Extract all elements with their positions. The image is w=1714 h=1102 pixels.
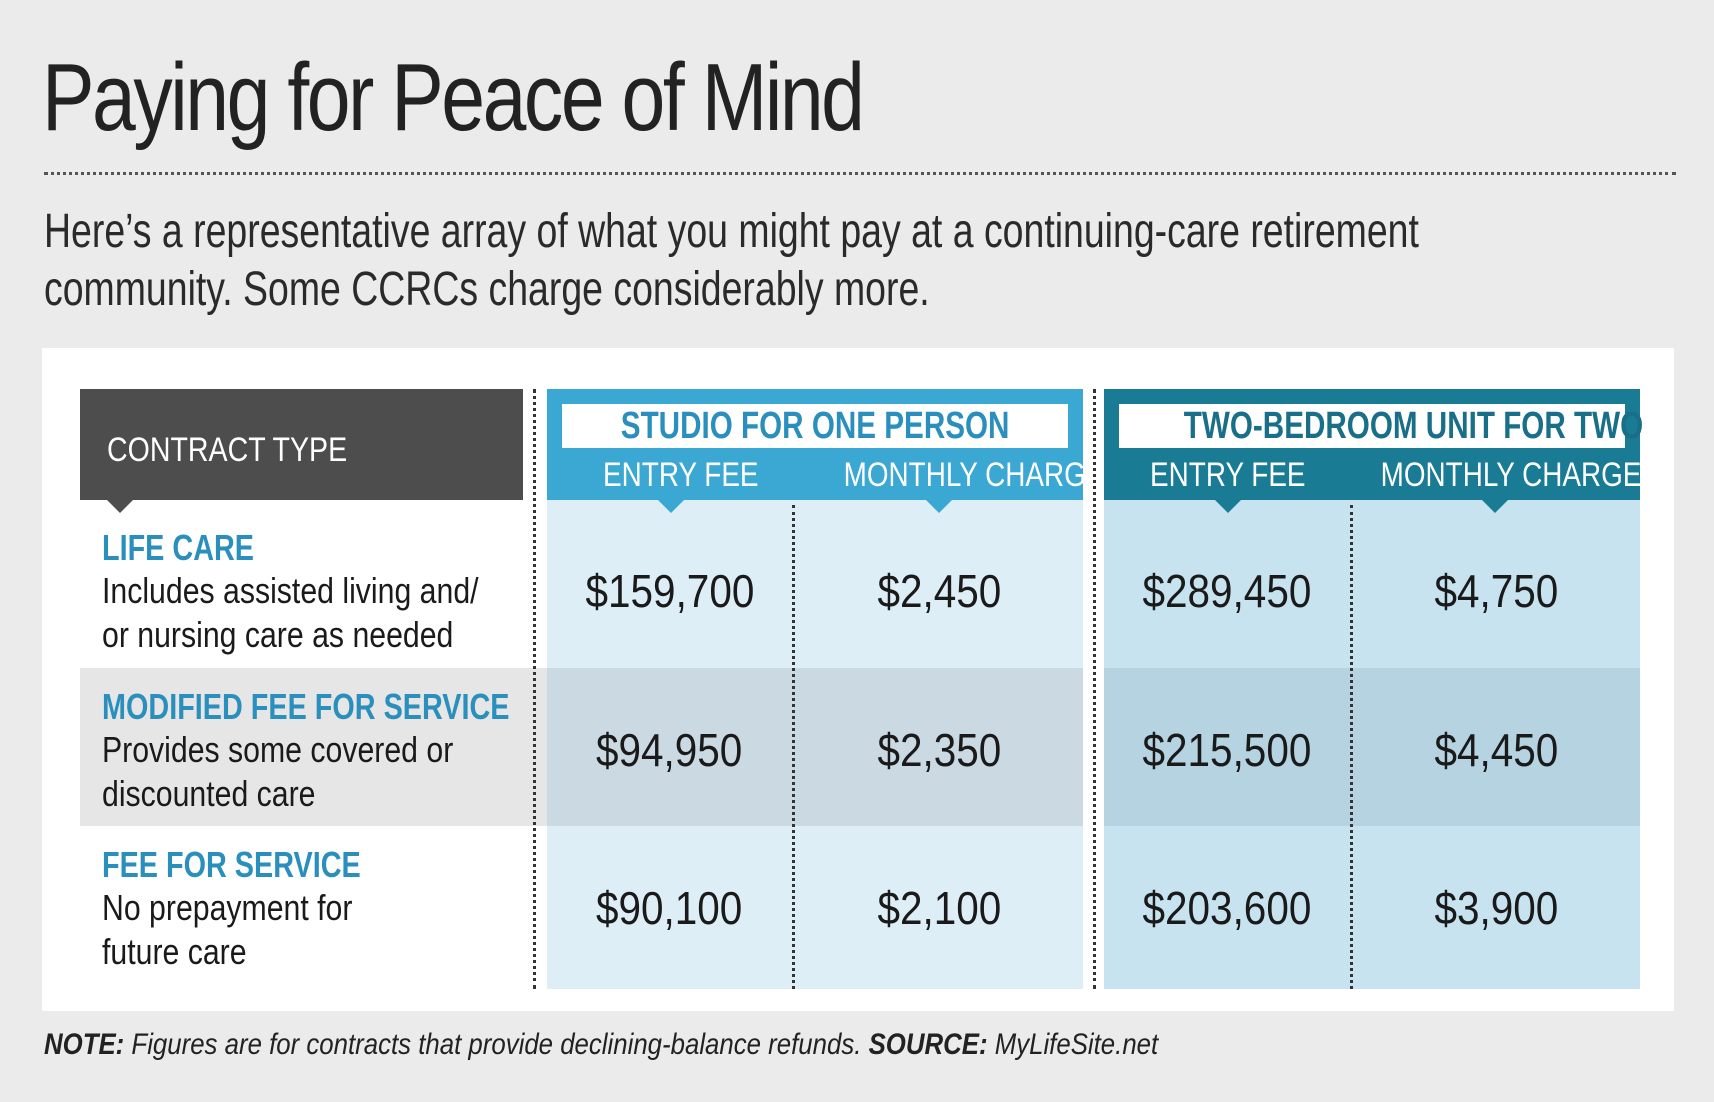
subtitle: Here’s a representative array of what yo… [44,205,1419,316]
table-cell: $4,450 [1353,725,1640,775]
table-cell: $215,500 [1104,725,1350,775]
table-cell: $2,450 [795,566,1083,616]
two-bedroom-monthly-charge-label: MONTHLY CHARGE [1380,456,1642,494]
divider-studio-two [1093,389,1096,989]
divider-contract-studio [533,389,536,989]
row-fee-for-service-desc-line-2: future care [102,931,247,972]
row-fee-for-service-desc-line-1: No prepayment for [102,887,353,928]
source-text: MyLifeSite.net [987,1028,1159,1061]
table-cell: $289,450 [1104,566,1350,616]
value-fee-for-service-studio-entry: $90,100 [596,882,743,934]
studio-entry-fee-header: ENTRY FEE [547,455,815,495]
row-modified-fee-label: MODIFIED FEE FOR SERVICE Provides some c… [102,687,611,815]
studio-band-row-2 [547,668,1083,826]
studio-entry-fee-label: ENTRY FEE [603,456,759,494]
value-modified-fee-two-entry: $215,500 [1142,724,1312,776]
studio-group-header: STUDIO FOR ONE PERSON ENTRY FEE MONTHLY … [547,389,1105,500]
row-fee-for-service-name: FEE FOR SERVICE [102,844,361,885]
studio-entry-caret-icon [658,500,684,513]
value-modified-fee-two-monthly: $4,450 [1434,724,1559,776]
two-bedroom-entry-fee-label: ENTRY FEE [1150,456,1306,494]
table-cell: $203,600 [1104,883,1350,933]
studio-monthly-charge-header: MONTHLY CHARGE [815,455,1105,495]
footer-note: NOTE: Figures are for contracts that pro… [44,1028,1158,1062]
row-life-care-desc-line-1: Includes assisted living and/ [102,570,479,611]
two-bedroom-group-header: TWO-BEDROOM UNIT FOR TWO ENTRY FEE MONTH… [1104,389,1643,500]
note-label: NOTE: [44,1028,125,1061]
row-band-shaded [80,668,547,826]
row-modified-fee-desc-line-2: discounted care [102,773,316,814]
row-modified-fee-desc-line-1: Provides some covered or [102,729,454,770]
row-life-care-name: LIFE CARE [102,527,255,568]
studio-band-row-3 [547,826,1083,989]
two-bedroom-group-title-box: TWO-BEDROOM UNIT FOR TWO [1119,404,1643,448]
row-fee-for-service-label: FEE FOR SERVICE No prepayment for future… [102,845,425,973]
source-label: SOURCE: [868,1028,988,1061]
table-cell: $3,900 [1353,883,1640,933]
two-bedroom-band-row-1 [1104,500,1640,668]
table-cell: $2,350 [795,725,1083,775]
title-divider [44,172,1676,175]
value-life-care-studio-monthly: $2,450 [877,565,1001,617]
value-life-care-two-entry: $289,450 [1142,565,1312,617]
contract-type-caret-icon [107,500,133,513]
value-life-care-studio-entry: $159,700 [585,565,754,617]
value-fee-for-service-two-entry: $203,600 [1142,882,1312,934]
two-bedroom-entry-fee-header: ENTRY FEE [1104,455,1352,495]
value-life-care-two-monthly: $4,750 [1434,565,1559,617]
row-life-care-desc-line-2: or nursing care as needed [102,614,454,655]
value-fee-for-service-studio-monthly: $2,100 [877,882,1001,934]
value-modified-fee-studio-entry: $94,950 [596,724,743,776]
studio-group-title: STUDIO FOR ONE PERSON [620,405,1010,447]
value-fee-for-service-two-monthly: $3,900 [1434,882,1559,934]
two-bedroom-monthly-caret-icon [1482,500,1508,513]
row-modified-fee-name: MODIFIED FEE FOR SERVICE [102,686,510,727]
two-bedroom-monthly-charge-header: MONTHLY CHARGE [1352,455,1642,495]
table-cell: $2,100 [795,883,1083,933]
note-text: Figures are for contracts that provide d… [124,1028,869,1061]
row-life-care-label: LIFE CARE Includes assisted living and/ … [102,528,550,656]
studio-monthly-caret-icon [926,500,952,513]
two-bedroom-band-row-3 [1104,826,1640,989]
table-cell: $90,100 [547,883,792,933]
two-bedroom-group-title: TWO-BEDROOM UNIT FOR TWO [1183,405,1644,447]
value-modified-fee-studio-monthly: $2,350 [877,724,1001,776]
studio-group-title-box: STUDIO FOR ONE PERSON [562,404,1068,448]
contract-type-header: CONTRACT TYPE [80,389,523,500]
divider-studio-inner [792,505,795,989]
table-cell: $159,700 [547,566,792,616]
table-cell: $94,950 [547,725,792,775]
contract-type-header-label: CONTRACT TYPE [107,431,348,469]
studio-band-row-1 [547,500,1083,668]
divider-two-inner [1350,505,1353,989]
studio-monthly-charge-label: MONTHLY CHARGE [843,456,1105,494]
table-cell: $4,750 [1353,566,1640,616]
two-bedroom-band-row-2 [1104,668,1640,826]
two-bedroom-entry-caret-icon [1215,500,1241,513]
page-title: Paying for Peace of Mind [42,44,865,151]
